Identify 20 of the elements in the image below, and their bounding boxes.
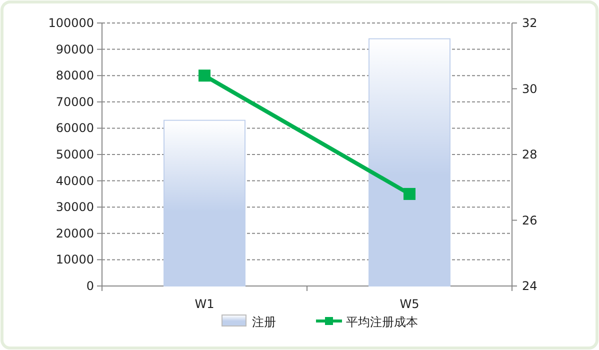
y-tick-label: 60000 xyxy=(56,121,94,136)
y-tick-label: 90000 xyxy=(56,42,94,56)
y-tick-label: 10000 xyxy=(56,252,94,267)
legend-label: 平均注册成本 xyxy=(346,315,418,329)
y-tick-label: 0 xyxy=(86,279,94,293)
x-tick-label: W1 xyxy=(194,297,214,311)
legend-label: 注册 xyxy=(252,315,276,329)
y2-tick-label: 30 xyxy=(522,82,538,96)
x-tick-label: W5 xyxy=(400,297,420,311)
y2-tick-label: 26 xyxy=(522,213,538,228)
y2-tick-label: 24 xyxy=(522,279,538,293)
y-tick-label: 20000 xyxy=(56,226,94,240)
y-tick-label: 100000 xyxy=(48,16,94,30)
y2-tick-label: 28 xyxy=(522,148,538,162)
y2-tick-label: 32 xyxy=(522,16,538,30)
y-tick-label: 30000 xyxy=(56,200,94,214)
y-tick-label: 40000 xyxy=(56,174,94,188)
y-tick-label: 80000 xyxy=(56,68,94,83)
y-tick-label: 50000 xyxy=(56,148,94,162)
y-tick-label: 70000 xyxy=(56,94,94,109)
